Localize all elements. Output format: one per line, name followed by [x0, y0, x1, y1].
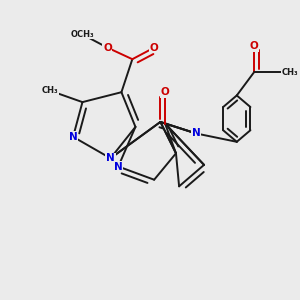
- Text: N: N: [106, 153, 115, 163]
- Text: O: O: [103, 43, 112, 52]
- Text: N: N: [69, 132, 77, 142]
- Text: O: O: [250, 41, 258, 51]
- Text: O: O: [150, 43, 158, 52]
- Text: CH₃: CH₃: [282, 68, 298, 77]
- Text: O: O: [161, 87, 170, 97]
- Text: OCH₃: OCH₃: [70, 30, 94, 39]
- Text: N: N: [114, 161, 123, 172]
- Text: CH₃: CH₃: [41, 86, 58, 95]
- Text: N: N: [192, 128, 201, 139]
